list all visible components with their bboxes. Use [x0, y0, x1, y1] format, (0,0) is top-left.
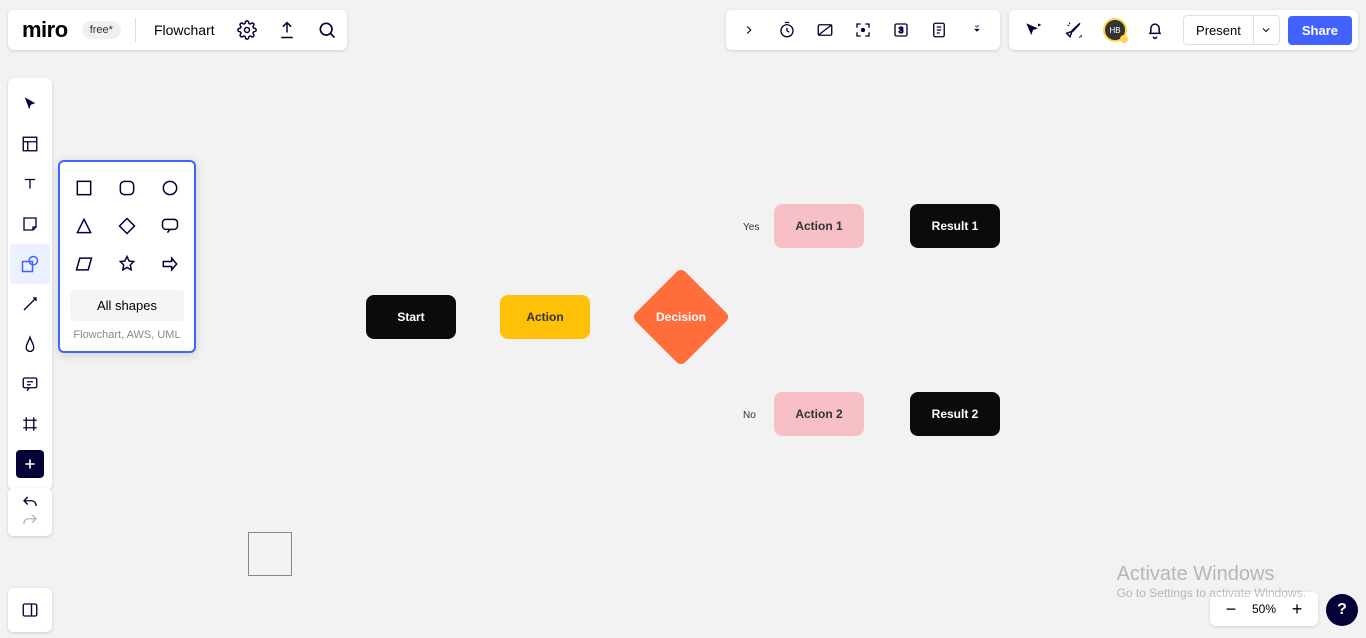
node-action1[interactable]: Action 1	[774, 204, 864, 248]
rect-shape-icon[interactable]	[72, 176, 96, 200]
all-shapes-button[interactable]: All shapes	[70, 290, 184, 321]
board-name[interactable]: Flowchart	[142, 22, 227, 38]
svg-text:3: 3	[899, 26, 904, 35]
more-icon[interactable]	[958, 10, 996, 50]
sticky-tool[interactable]	[10, 204, 50, 244]
search-icon[interactable]	[307, 10, 347, 50]
cursor-broadcast-icon[interactable]	[1013, 10, 1053, 50]
present-button[interactable]: Present	[1183, 15, 1280, 45]
star-shape-icon[interactable]	[115, 252, 139, 276]
export-icon[interactable]	[267, 10, 307, 50]
add-tool[interactable]	[16, 450, 44, 478]
undo-button[interactable]	[21, 494, 39, 512]
parallelogram-shape-icon[interactable]	[72, 252, 96, 276]
diamond-shape-icon[interactable]	[115, 214, 139, 238]
pen-tool[interactable]	[10, 324, 50, 364]
reactions-icon[interactable]	[1055, 10, 1095, 50]
left-toolbar	[8, 78, 52, 490]
avatar[interactable]: HB	[1103, 18, 1127, 42]
select-tool[interactable]	[10, 84, 50, 124]
divider	[135, 18, 136, 42]
undo-toolbar	[8, 488, 52, 536]
line-tool[interactable]	[10, 284, 50, 324]
frame-tool[interactable]	[10, 404, 50, 444]
shapes-subtitle: Flowchart, AWS, UML	[70, 329, 184, 341]
shapes-tool[interactable]	[10, 244, 50, 284]
node-decision[interactable]: Decision	[632, 268, 731, 367]
help-button[interactable]: ?	[1326, 594, 1358, 626]
header-left: miro free* Flowchart	[8, 10, 347, 50]
share-button[interactable]: Share	[1288, 16, 1352, 45]
selection-rectangle	[248, 532, 292, 576]
edge-label-yes: Yes	[743, 222, 759, 233]
settings-icon[interactable]	[227, 10, 267, 50]
redo-button[interactable]	[21, 512, 39, 530]
present-label: Present	[1184, 23, 1253, 38]
hide-icon[interactable]	[806, 10, 844, 50]
node-action2[interactable]: Action 2	[774, 392, 864, 436]
plan-badge[interactable]: free*	[82, 21, 121, 39]
comment-tool[interactable]	[10, 364, 50, 404]
shapes-popup: All shapes Flowchart, AWS, UML	[58, 160, 196, 353]
node-action[interactable]: Action	[500, 295, 590, 339]
node-result2[interactable]: Result 2	[910, 392, 1000, 436]
templates-tool[interactable]	[10, 124, 50, 164]
watermark-title: Activate Windows	[1117, 563, 1306, 586]
node-start[interactable]: Start	[366, 295, 456, 339]
focus-icon[interactable]	[844, 10, 882, 50]
avatar-initials: HB	[1109, 26, 1120, 35]
roundrect-shape-icon[interactable]	[115, 176, 139, 200]
edge-label-no: No	[743, 410, 756, 421]
arrow-shape-icon[interactable]	[158, 252, 182, 276]
chevron-down-icon[interactable]	[1253, 16, 1279, 44]
timer-icon[interactable]	[768, 10, 806, 50]
zoom-value[interactable]: 50%	[1246, 602, 1282, 616]
speech-shape-icon[interactable]	[158, 214, 182, 238]
node-result1[interactable]: Result 1	[910, 204, 1000, 248]
notes-icon[interactable]	[920, 10, 958, 50]
circle-shape-icon[interactable]	[158, 176, 182, 200]
triangle-shape-icon[interactable]	[72, 214, 96, 238]
header-mid: 3	[726, 10, 1000, 50]
panel-toggle[interactable]	[8, 588, 52, 632]
voting-icon[interactable]: 3	[882, 10, 920, 50]
header-right: HB Present Share	[1009, 10, 1358, 50]
watermark-sub: Go to Settings to activate Windows.	[1117, 586, 1306, 600]
watermark: Activate Windows Go to Settings to activ…	[1117, 563, 1306, 600]
logo[interactable]: miro	[8, 17, 82, 43]
chevron-right-icon[interactable]	[730, 10, 768, 50]
text-tool[interactable]	[10, 164, 50, 204]
bell-icon[interactable]	[1135, 10, 1175, 50]
